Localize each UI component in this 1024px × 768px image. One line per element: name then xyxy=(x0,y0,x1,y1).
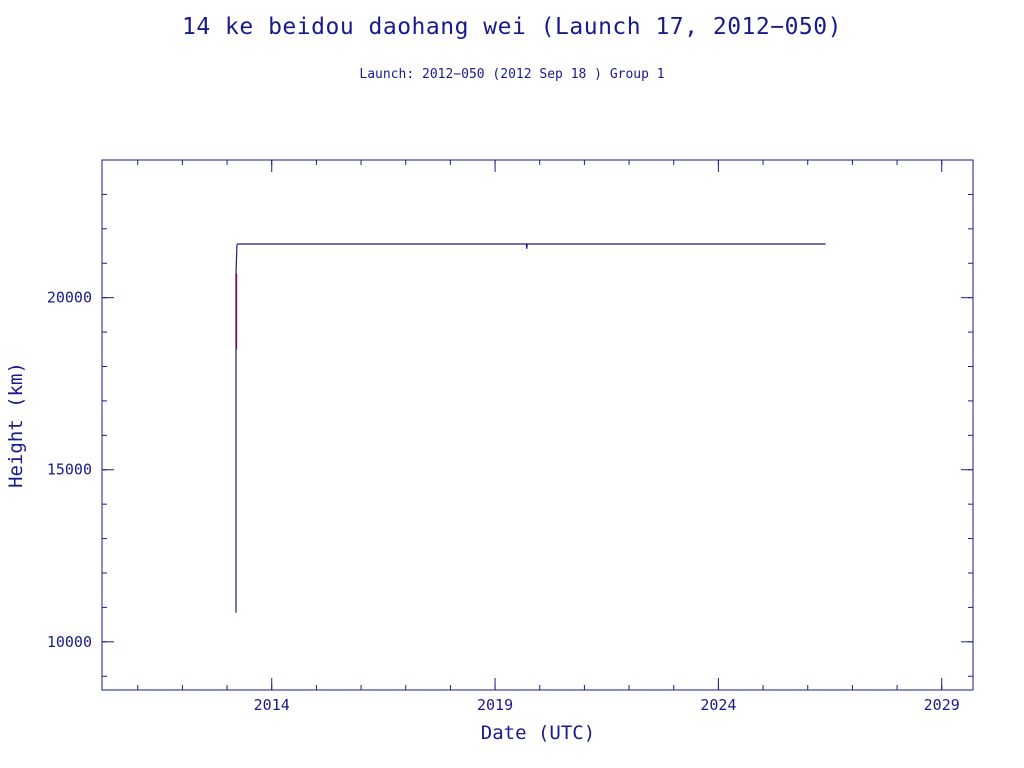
y-tick-label: 10000 xyxy=(47,633,92,651)
y-tick-label: 20000 xyxy=(47,289,92,307)
series-line-1 xyxy=(235,243,826,613)
x-tick-label: 2019 xyxy=(477,696,513,714)
plot-frame xyxy=(101,159,974,691)
y-axis-label: Height (km) xyxy=(5,362,27,488)
y-tick-label: 15000 xyxy=(47,461,92,479)
x-tick-label: 2024 xyxy=(700,696,736,714)
chart-subtitle: Launch: 2012−050 (2012 Sep 18 ) Group 1 xyxy=(359,67,665,82)
x-tick-label: 2014 xyxy=(254,696,290,714)
chart-title: 14 ke beidou daohang wei (Launch 17, 201… xyxy=(182,14,842,40)
x-tick-label: 2029 xyxy=(924,696,960,714)
x-axis-label: Date (UTC) xyxy=(481,722,595,744)
